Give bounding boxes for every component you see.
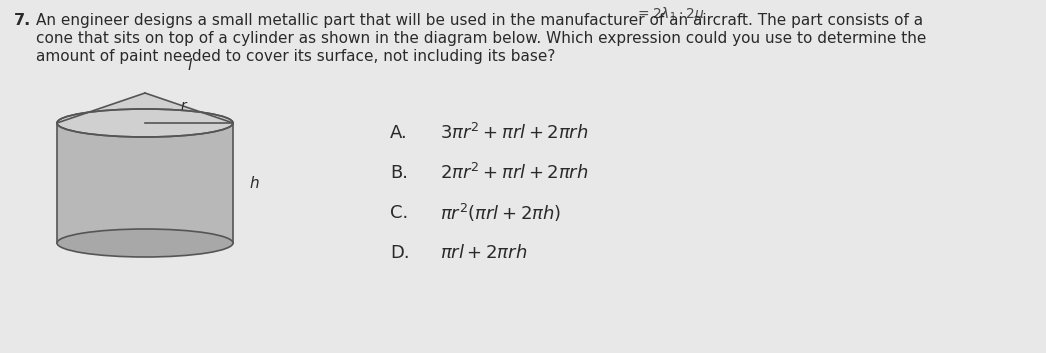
Text: B.: B.	[390, 164, 408, 182]
Text: An engineer designs a small metallic part that will be used in the manufacturer : An engineer designs a small metallic par…	[36, 13, 924, 28]
Ellipse shape	[56, 109, 233, 137]
Text: $h$: $h$	[249, 175, 259, 191]
Text: cone that sits on top of a cylinder as shown in the diagram below. Which express: cone that sits on top of a cylinder as s…	[36, 31, 927, 46]
Polygon shape	[56, 93, 233, 123]
Text: amount of paint needed to cover its surface, not including its base?: amount of paint needed to cover its surf…	[36, 49, 555, 64]
Text: D.: D.	[390, 244, 410, 262]
Text: $r$: $r$	[180, 99, 189, 113]
Text: A.: A.	[390, 124, 408, 142]
Text: $2\pi r^2 + \pi rl + 2\pi rh$: $2\pi r^2 + \pi rl + 2\pi rh$	[440, 163, 589, 183]
Ellipse shape	[56, 229, 233, 257]
Text: C.: C.	[390, 204, 408, 222]
Text: $l$: $l$	[187, 57, 194, 73]
Text: $= 2\lambda_1 \cdot 2\mu$: $= 2\lambda_1 \cdot 2\mu$	[635, 5, 705, 23]
Text: $\pi r^2(\pi rl + 2\pi h)$: $\pi r^2(\pi rl + 2\pi h)$	[440, 202, 562, 224]
Bar	[56, 123, 233, 243]
Text: 7.: 7.	[14, 13, 31, 28]
Text: $3\pi r^2 + \pi rl + 2\pi rh$: $3\pi r^2 + \pi rl + 2\pi rh$	[440, 123, 589, 143]
Text: $\pi rl + 2\pi rh$: $\pi rl + 2\pi rh$	[440, 244, 527, 262]
